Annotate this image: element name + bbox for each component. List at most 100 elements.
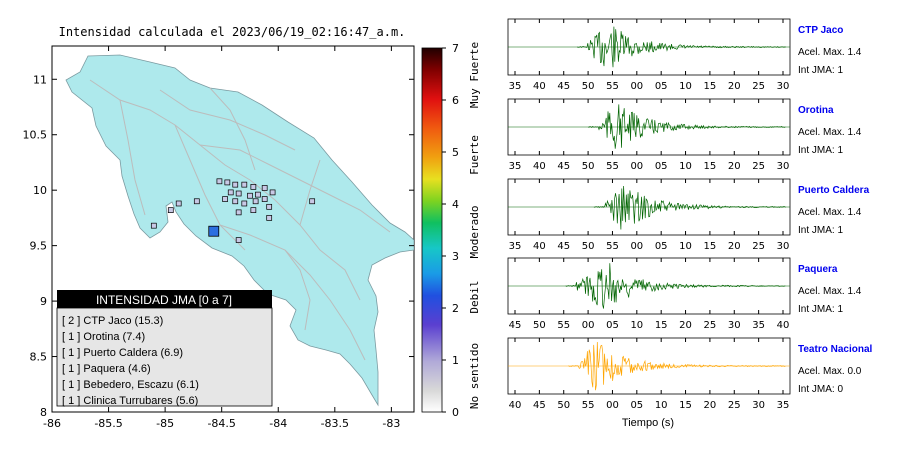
map-y-tick-label: 9 — [40, 295, 47, 308]
station-marker — [222, 196, 228, 202]
station-name: Teatro Nacional — [798, 344, 872, 355]
time-tick-label: 30 — [777, 161, 790, 172]
costa-rica-land — [65, 54, 414, 407]
seismogram-panel: 35 40 45 50 55 00 05 10 15 20 25 30 Puerto Caldera Ac… — [507, 178, 870, 252]
seismogram-panel: 35 40 45 50 55 00 05 10 15 20 25 30 CTP Jaco Acel. Ma… — [507, 18, 862, 92]
time-tick-label: 50 — [533, 320, 546, 331]
time-tick-label: 10 — [655, 400, 668, 411]
acel-max-label: Acel. Max. 1.4 — [798, 47, 862, 58]
station-name: Orotina — [798, 105, 834, 116]
time-tick-label: 40 — [533, 241, 546, 252]
station-marker — [255, 191, 261, 198]
time-tick-label: 20 — [704, 400, 717, 411]
station-marker — [269, 189, 276, 196]
acel-max-label: Acel. Max. 0.0 — [798, 366, 862, 377]
time-tick-label: 25 — [752, 81, 765, 92]
station-marker — [232, 181, 239, 188]
time-tick-label: 45 — [557, 241, 570, 252]
time-tick-label: 50 — [582, 81, 595, 92]
map-axis-ticks: -86 -85.5 -85 -84.5 -84 -83.5 -83 8 8.5 9 9.5 10 10.… — [23, 46, 414, 430]
station-marker — [250, 184, 257, 190]
map-x-tick-label: -86 — [43, 417, 61, 430]
seismogram-panel: 45 50 55 00 05 10 15 20 25 30 35 40 Paquera Acel. Max… — [507, 257, 862, 331]
station-name: Paquera — [798, 264, 838, 275]
station-marker — [309, 198, 316, 205]
station-marker — [216, 178, 223, 185]
acel-max-label: Acel. Max. 1.4 — [798, 286, 862, 297]
acel-max-label: Acel. Max. 1.4 — [798, 127, 862, 138]
station-marker — [232, 198, 239, 205]
map-y-tick-label: 9.5 — [30, 240, 48, 253]
colorbar-tick-label: 3 — [452, 250, 459, 263]
colorbar-label-no-sentido: No sentido — [468, 343, 481, 409]
int-jma-label: Int JMA: 1 — [798, 304, 843, 315]
time-tick-label: 15 — [704, 161, 717, 172]
int-jma-label: Int JMA: 1 — [798, 145, 843, 156]
time-tick-label: 40 — [533, 81, 546, 92]
station-marker — [241, 200, 248, 207]
colorbar-label-muy-fuerte: Muy Fuerte — [468, 42, 481, 108]
time-tick-label: 50 — [582, 241, 595, 252]
station-marker — [167, 207, 174, 213]
time-tick-label: 35 — [509, 81, 522, 92]
waveform-trace — [565, 263, 786, 309]
station-marker — [266, 203, 273, 210]
time-tick-label: 50 — [557, 400, 570, 411]
legend-header: INTENSIDAD JMA [0 a 7] — [96, 293, 232, 307]
time-tick-label: 55 — [606, 241, 619, 252]
station-marker — [252, 198, 259, 205]
time-tick-label: 00 — [630, 81, 643, 92]
map-y-tick-label: 8 — [40, 406, 47, 419]
station-marker — [175, 200, 182, 207]
int-jma-label: Int JMA: 1 — [798, 225, 843, 236]
map-x-tick-label: -85.5 — [94, 417, 122, 430]
station-marker — [261, 185, 268, 191]
time-tick-label: 15 — [655, 320, 668, 331]
station-marker — [235, 190, 242, 197]
legend-item: [ 1 ] Paquera (4.6) — [62, 363, 151, 375]
seismogram-panel: 35 40 45 50 55 00 05 10 15 20 25 30 Orotina Acel. Max… — [507, 98, 862, 172]
map-x-tick-label: -83 — [382, 417, 400, 430]
time-tick-label: 30 — [728, 320, 741, 331]
map-y-tick-label: 11 — [33, 73, 47, 86]
station-marker — [266, 215, 273, 221]
time-tick-label: 00 — [630, 161, 643, 172]
legend-item: [ 1 ] Orotina (7.4) — [62, 331, 145, 343]
map-x-tick-label: -83.5 — [321, 417, 349, 430]
time-tick-label: 10 — [679, 81, 692, 92]
station-name: Puerto Caldera — [798, 185, 870, 196]
time-tick-label: 20 — [728, 81, 741, 92]
station-marker — [235, 209, 242, 216]
time-tick-label: 30 — [777, 81, 790, 92]
waveform-trace — [576, 26, 786, 68]
time-tick-label: 45 — [557, 81, 570, 92]
time-tick-label: 15 — [704, 241, 717, 252]
station-marker — [150, 222, 157, 229]
time-tick-label: 15 — [679, 400, 692, 411]
station-marker — [227, 189, 234, 196]
time-tick-label: 30 — [752, 400, 765, 411]
waveform-trace — [593, 185, 786, 230]
time-tick-label: 00 — [582, 320, 595, 331]
map-x-tick-label: -85 — [156, 417, 174, 430]
time-tick-label: 05 — [606, 320, 619, 331]
seismogram-panels: 35 40 45 50 55 00 05 10 15 20 25 30 CTP Jaco Acel. Ma… — [507, 18, 872, 411]
time-tick-label: 10 — [679, 241, 692, 252]
time-tick-label: 45 — [557, 161, 570, 172]
time-tick-label: 55 — [582, 400, 595, 411]
time-tick-label: 15 — [704, 81, 717, 92]
map-x-tick-label: -84.5 — [207, 417, 235, 430]
colorbar-tick-label: 7 — [452, 42, 459, 55]
x-axis-label: Tiempo (s) — [622, 417, 674, 429]
map-y-tick-label: 10.5 — [23, 129, 48, 142]
station-marker — [224, 179, 231, 186]
time-tick-label: 35 — [509, 241, 522, 252]
time-tick-label: 05 — [655, 241, 668, 252]
legend-item: [ 1 ] Puerto Caldera (6.9) — [62, 347, 183, 359]
colorbar-label-debil: Debil — [468, 280, 481, 313]
time-tick-label: 35 — [777, 400, 790, 411]
time-tick-label: 10 — [630, 320, 643, 331]
time-tick-label: 20 — [728, 241, 741, 252]
map-y-tick-label: 8.5 — [30, 351, 48, 364]
